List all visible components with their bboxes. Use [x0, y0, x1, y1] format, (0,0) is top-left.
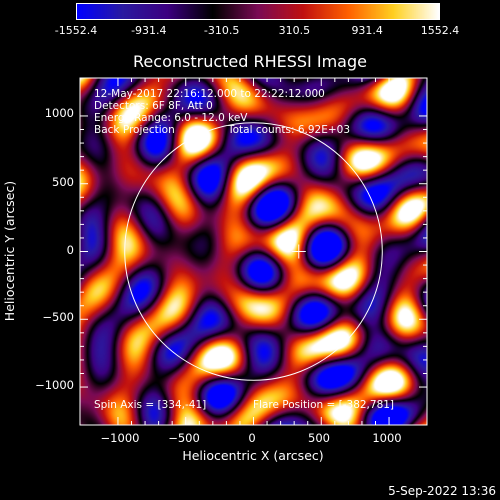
colorbar-tick-label: -310.5	[203, 24, 240, 37]
colorbar-tick-label: -1552.4	[54, 24, 98, 37]
footer-date: 5-Sep-2022 13:36	[388, 484, 496, 498]
x-tick-label: 0	[248, 431, 255, 445]
info-flare-position: Flare Position = [-382,781]	[253, 399, 394, 411]
info-energy-range: Energy Range: 6.0 - 12.0 keV	[94, 112, 248, 124]
colorbar-tick-label: 310.5	[278, 24, 311, 37]
x-tick-label: 1000	[372, 431, 401, 445]
info-total-counts: Total counts: 6.92E+03	[227, 124, 350, 136]
axis-ticks	[80, 78, 427, 425]
y-tick-label: 0	[67, 243, 74, 257]
info-spin-axis: Spin Axis = [334,-41]	[94, 399, 206, 411]
y-tick-label: 500	[52, 175, 74, 189]
flare-marker	[291, 244, 306, 259]
y-tick-label: −1000	[35, 378, 74, 392]
colorbar-tick-label: 1552.4	[420, 24, 460, 37]
x-tick-label: −1000	[101, 431, 140, 445]
rhessi-image-heatmap	[80, 78, 427, 425]
y-axis-label: Heliocentric Y (arcsec)	[2, 181, 17, 321]
colorbar	[76, 3, 440, 20]
y-tick-label: 1000	[45, 106, 74, 120]
colorbar-tick-label: -931.4	[131, 24, 167, 37]
colorbar-tick-label: 931.4	[351, 24, 383, 37]
x-axis-label: Heliocentric X (arcsec)	[182, 448, 323, 463]
x-tick-label: −500	[168, 431, 200, 445]
info-time-range: 12-May-2017 22:16:12.000 to 22:22:12.000	[94, 88, 325, 100]
solar-limb-circle	[124, 122, 383, 381]
info-method: Back Projection	[94, 124, 175, 136]
y-tick-label: −500	[42, 310, 74, 324]
chart-title: Reconstructed RHESSI Image	[133, 52, 367, 71]
info-detectors: Detectors: 6F 8F, Att 0	[94, 100, 213, 112]
x-tick-label: 500	[308, 431, 330, 445]
